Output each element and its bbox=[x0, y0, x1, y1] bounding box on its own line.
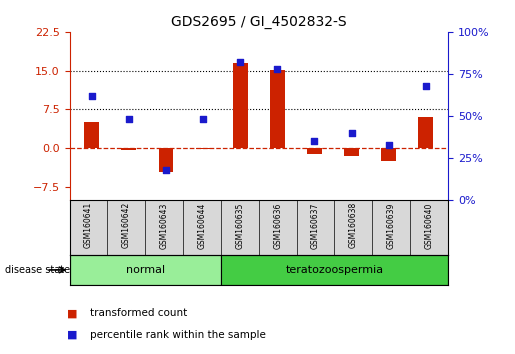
Bar bbox=[159, 148, 174, 172]
Text: disease state: disease state bbox=[5, 265, 70, 275]
Bar bbox=[270, 70, 285, 148]
Bar bbox=[70, 255, 221, 285]
Point bbox=[236, 59, 244, 65]
Text: GSM160638: GSM160638 bbox=[349, 202, 358, 249]
Point bbox=[88, 93, 96, 98]
Bar bbox=[221, 255, 448, 285]
Text: ■: ■ bbox=[67, 308, 77, 318]
Point bbox=[311, 138, 319, 144]
Point bbox=[385, 142, 393, 147]
Point bbox=[199, 116, 207, 122]
Bar bbox=[122, 148, 136, 150]
Text: GSM160637: GSM160637 bbox=[311, 202, 320, 249]
Bar bbox=[233, 63, 248, 148]
Text: GSM160635: GSM160635 bbox=[235, 202, 244, 249]
Point bbox=[348, 130, 356, 136]
Point bbox=[273, 66, 282, 72]
Text: GSM160643: GSM160643 bbox=[160, 202, 168, 249]
Bar bbox=[196, 148, 211, 149]
Bar bbox=[307, 148, 322, 154]
Text: ■: ■ bbox=[67, 330, 77, 339]
Text: teratozoospermia: teratozoospermia bbox=[285, 265, 384, 275]
Text: GSM160640: GSM160640 bbox=[425, 202, 434, 249]
Text: transformed count: transformed count bbox=[90, 308, 187, 318]
Text: GSM160644: GSM160644 bbox=[198, 202, 207, 249]
Text: percentile rank within the sample: percentile rank within the sample bbox=[90, 330, 266, 339]
Bar bbox=[381, 148, 396, 161]
Text: GSM160641: GSM160641 bbox=[84, 202, 93, 249]
Text: GSM160639: GSM160639 bbox=[387, 202, 396, 249]
Title: GDS2695 / GI_4502832-S: GDS2695 / GI_4502832-S bbox=[171, 16, 347, 29]
Bar bbox=[344, 148, 359, 156]
Text: GSM160636: GSM160636 bbox=[273, 202, 282, 249]
Bar bbox=[418, 117, 433, 148]
Text: normal: normal bbox=[126, 265, 165, 275]
Point bbox=[162, 167, 170, 173]
Text: GSM160642: GSM160642 bbox=[122, 202, 131, 249]
Point bbox=[422, 83, 430, 88]
Point bbox=[125, 116, 133, 122]
Bar bbox=[84, 122, 99, 148]
